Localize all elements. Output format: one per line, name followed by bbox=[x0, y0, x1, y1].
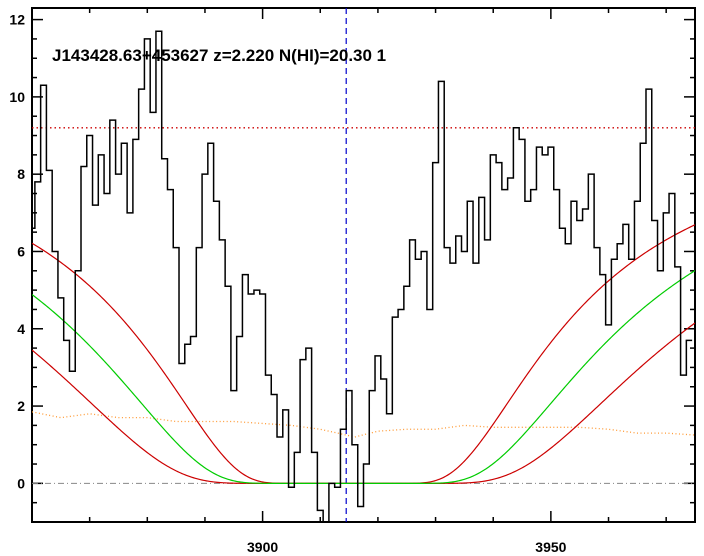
y-tick-label: 4 bbox=[17, 321, 25, 337]
plot-axes: 3900 3950 0 2 4 6 8 10 12 bbox=[9, 7, 696, 555]
observed-spectrum bbox=[32, 30, 693, 522]
chart-title: J143428.63+453627 z=2.220 N(HI)=20.30 1 bbox=[52, 46, 386, 65]
plot-curves bbox=[32, 8, 695, 522]
model-upper-bound bbox=[32, 322, 695, 484]
y-tick-label: 6 bbox=[17, 243, 25, 259]
y-tick-label: 12 bbox=[9, 12, 25, 28]
x-tick-label: 3950 bbox=[535, 539, 566, 555]
x-tick-label: 3900 bbox=[247, 539, 278, 555]
error-spectrum bbox=[32, 411, 695, 438]
y-tick-label: 10 bbox=[9, 89, 25, 105]
plot-frame bbox=[31, 7, 696, 523]
y-tick-label: 8 bbox=[17, 166, 25, 182]
y-tick-label: 2 bbox=[17, 398, 25, 414]
model-best-fit bbox=[32, 270, 695, 484]
y-tick-label: 0 bbox=[17, 475, 25, 491]
